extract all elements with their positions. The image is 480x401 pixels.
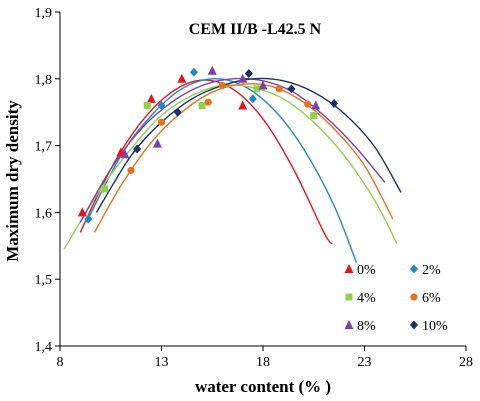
- series-6pct-point: [275, 85, 283, 93]
- series-4pct-point: [143, 102, 151, 110]
- series-8pct-point: [311, 100, 321, 110]
- data-markers: [77, 65, 339, 224]
- series-4pct-point: [253, 85, 261, 93]
- series-4pct-legend-label: 4%: [357, 291, 376, 306]
- series-8pct-point: [258, 80, 268, 90]
- series-10pct-curve: [95, 77, 402, 213]
- y-tick-label: 1,9: [35, 6, 53, 21]
- series-8pct-point: [120, 149, 130, 159]
- x-tick-label: 28: [459, 355, 473, 370]
- series-6pct-legend-marker: [410, 293, 418, 301]
- series-0pct-legend-label: 0%: [357, 263, 376, 278]
- series-8pct-point: [207, 65, 217, 75]
- series-6pct-point: [127, 166, 135, 174]
- axes: [55, 11, 467, 351]
- y-tick-label: 1,6: [35, 206, 53, 221]
- y-axis-label: Maximum dry density: [3, 100, 22, 262]
- series-8pct-curve: [79, 77, 386, 223]
- series-0pct-point: [77, 207, 87, 217]
- series-6pct-legend-label: 6%: [422, 291, 441, 306]
- series-2pct-legend-label: 2%: [422, 263, 441, 278]
- series-10pct-point: [287, 84, 296, 94]
- series-4pct-point: [310, 112, 318, 120]
- y-tick-label: 1,7: [35, 140, 53, 155]
- series-2pct-point: [248, 94, 257, 104]
- x-tick-label: 23: [358, 355, 372, 370]
- series-10pct-legend-marker: [410, 320, 418, 330]
- series-2pct-point: [84, 214, 93, 224]
- fit-curves: [63, 77, 402, 263]
- series-4pct-point: [101, 185, 109, 193]
- series-0pct-point: [146, 93, 156, 103]
- series-2pct-point: [189, 67, 198, 77]
- y-tick-label: 1,4: [35, 340, 53, 355]
- series-6pct-point: [304, 100, 312, 108]
- series-10pct-legend-label: 10%: [422, 319, 448, 334]
- series-10pct-point: [133, 144, 142, 154]
- y-tick-label: 1,8: [35, 73, 53, 88]
- series-8pct-point: [238, 73, 248, 83]
- series-6pct-point: [204, 98, 212, 106]
- tick-labels: 1,4 1,5 1,6 1,7 1,8 1,9 8 13 18 23 28: [35, 6, 474, 370]
- series-6pct-point: [157, 118, 166, 126]
- series-0pct-legend-marker: [344, 264, 354, 273]
- series-8pct-legend-label: 8%: [357, 319, 376, 334]
- x-tick-label: 18: [256, 355, 270, 370]
- series-0pct-curve: [79, 79, 333, 245]
- series-2pct-legend-marker: [410, 264, 418, 274]
- series-0pct-point: [177, 73, 187, 83]
- series-6pct-curve: [93, 83, 394, 233]
- series-0pct-point: [238, 100, 248, 110]
- series-8pct-legend-marker: [344, 320, 354, 329]
- chart-title: CEM II/B -L42.5 N: [189, 21, 322, 38]
- series-6pct-point: [218, 81, 226, 90]
- series-4pct-legend-marker: [345, 293, 353, 301]
- x-tick-label: 13: [155, 355, 169, 370]
- legend: 0% 2% 4% 6% 8% 10%: [344, 263, 448, 334]
- series-4pct-point: [198, 102, 206, 110]
- series-10pct-point: [173, 107, 182, 117]
- y-tick-label: 1,5: [35, 273, 53, 288]
- series-10pct-point: [330, 99, 339, 109]
- series-10pct-point: [244, 68, 253, 78]
- x-tick-label: 8: [57, 355, 64, 370]
- series-8pct-point: [152, 138, 162, 148]
- series-2pct-point: [157, 101, 166, 111]
- x-axis-label: water content (% ): [195, 377, 331, 396]
